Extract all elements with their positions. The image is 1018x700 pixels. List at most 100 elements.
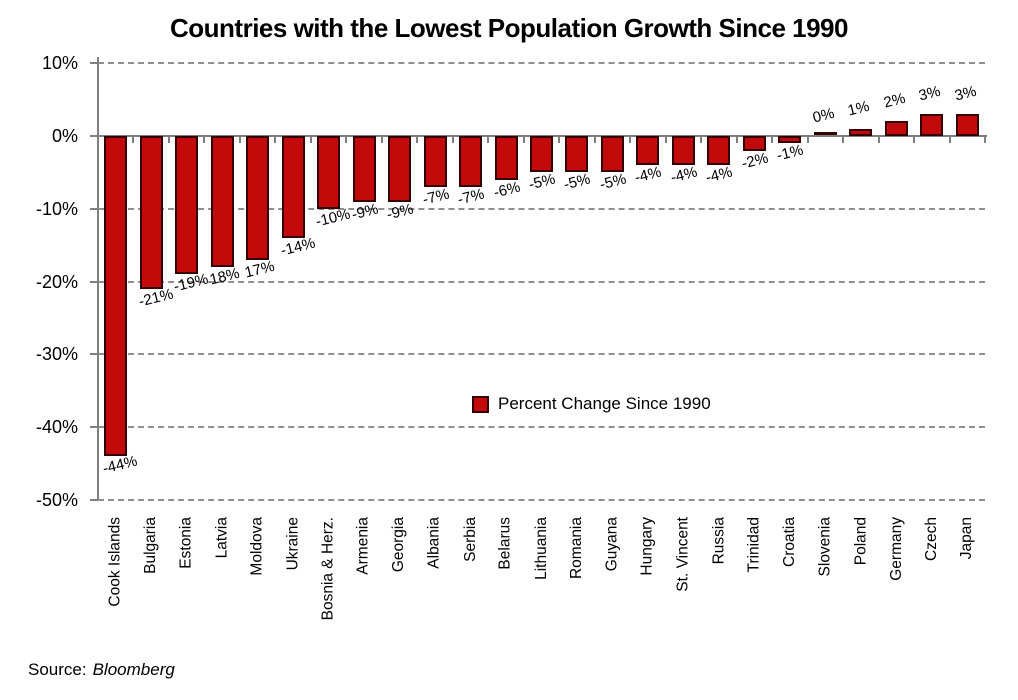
category-axis-tick [877,137,880,143]
category-axis-tick [274,137,277,143]
bar-value-label: -5% [527,170,558,194]
category-label-text: Belarus [497,517,515,570]
category-label-text: Lithuania [532,517,550,580]
bar-value-label: -1% [775,141,806,165]
category-axis-tick [629,137,632,143]
category-axis-tick [451,137,454,143]
category-label-text: Georgia [390,517,408,573]
y-axis-tick-label: 10% [41,53,78,74]
category-label-text: Guyana [603,517,621,572]
bar [955,114,979,136]
category-label-text: Russia [709,517,727,565]
bar [175,136,199,275]
bar [352,136,376,202]
horizontal-gridline [98,280,985,283]
category-axis-tick [558,137,561,143]
y-axis-tick [90,62,98,65]
bar-value-label: -2% [739,149,770,173]
bar-value-label: -21% [136,285,175,311]
y-axis-tick-label: -20% [35,271,78,292]
bar-value-label: 3% [952,82,978,105]
category-label-text: Croatia [780,517,798,567]
y-axis-tick-label: -50% [35,490,78,510]
horizontal-gridline [98,207,985,210]
horizontal-gridline [98,353,985,356]
category-axis-tick [806,137,809,143]
category-label-text: Romania [567,517,585,580]
chart-title: Countries with the Lowest Population Gro… [170,13,848,43]
source-prefix: Source: [28,660,87,679]
bar [707,136,731,166]
horizontal-gridline [98,499,985,501]
category-label-text: Moldova [248,517,266,576]
bar [742,136,766,151]
category-axis-tick [167,137,170,143]
y-axis-tick [90,499,98,501]
category-label-text: Japan [958,517,976,560]
bar [600,136,624,173]
bar-value-label: 18% [207,264,241,289]
category-axis-tick [700,137,703,143]
category-axis-tick [238,137,241,143]
bar [388,136,412,202]
y-axis-tick [90,353,98,356]
category-axis-tick [735,137,738,143]
vertical-axis-line [97,57,99,500]
bar [530,136,553,173]
bar [849,128,873,136]
category-axis-tick [203,137,206,143]
y-axis-tick-label: -30% [35,344,78,365]
legend-label: Percent Change Since 1990 [498,394,711,413]
bar-value-label: 17% [243,257,277,282]
bar [494,136,518,180]
bar [459,136,483,187]
bar [317,136,341,209]
bar-value-label: -7% [456,185,487,209]
y-axis-tick [90,280,98,283]
category-axis-tick [771,137,774,143]
source-name: Bloomberg [92,660,175,679]
bar-value-label: -9% [385,200,416,224]
y-axis-tick-label: -10% [35,198,78,219]
y-axis-tick [90,135,98,137]
bar [884,121,908,136]
bar [139,136,163,289]
category-axis-tick [913,137,916,143]
category-label-text: Hungary [638,517,656,576]
category-label-text: Poland [851,517,869,566]
bar-value-label: -6% [491,178,522,202]
category-label-text: Albania [426,517,444,569]
bar-value-label: -19% [172,270,211,296]
category-label-text: Ukraine [284,517,302,571]
source-note: Source: Bloomberg [28,660,175,680]
category-axis-tick [593,137,596,143]
bar [778,136,802,144]
bar [104,136,128,457]
category-label-text: Germany [887,517,905,581]
category-axis-tick [132,137,135,143]
category-axis-tick [97,137,99,143]
bar-value-label: -9% [349,200,380,224]
bar [636,136,660,166]
bar [920,114,944,136]
category-label-text: Bulgaria [142,517,160,574]
category-axis-tick [664,137,667,143]
bar [565,136,589,173]
bar [423,136,447,187]
category-axis-tick [948,137,951,143]
category-axis-tick [309,137,312,143]
category-label-text: Cook Islands [106,517,124,607]
horizontal-gridline [98,426,985,429]
category-label-text: Trinidad [745,517,763,573]
category-label-text: St. Vincent [674,517,692,592]
category-axis-tick [487,137,490,143]
bar-value-label: -5% [597,170,628,194]
category-label-text: Czech [922,517,940,561]
bar-value-label: -14% [278,234,317,260]
category-axis-tick [522,137,525,143]
bar-value-label: -4% [668,163,699,187]
bar-value-label: 0% [810,104,836,127]
bar [246,136,270,260]
